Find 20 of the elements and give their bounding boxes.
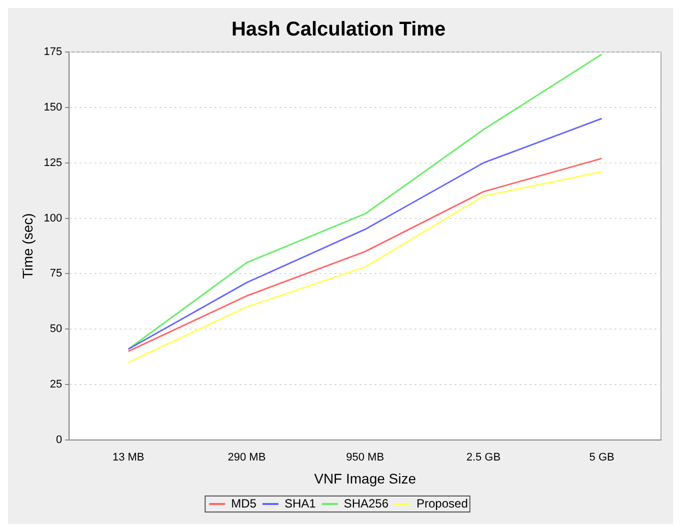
legend-label: SHA256	[344, 496, 389, 510]
y-axis-title: Time (sec)	[19, 213, 36, 279]
y-tick-label: 100	[44, 212, 62, 224]
x-tick-label: 290 MB	[228, 452, 266, 464]
y-tick-label: 75	[50, 268, 62, 280]
x-tick-label: 2.5 GB	[466, 452, 501, 464]
x-axis-title: VNF Image Size	[314, 470, 416, 486]
y-tick-label: 50	[50, 323, 62, 336]
y-tick-label: 150	[44, 101, 62, 114]
y-tick-label: 175	[44, 46, 62, 58]
x-tick-label: 950 MB	[346, 452, 384, 464]
y-tick-label: 0	[56, 434, 62, 446]
x-tick-label: 13 MB	[112, 452, 144, 464]
legend-label: MD5	[231, 496, 257, 510]
y-tick-label: 25	[50, 378, 62, 391]
chart-title: Hash Calculation Time	[231, 18, 446, 41]
y-tick-label: 125	[44, 156, 62, 169]
x-tick-label: 5 GB	[589, 452, 614, 464]
legend-label: Proposed	[416, 496, 468, 510]
legend-label: SHA1	[284, 496, 316, 510]
